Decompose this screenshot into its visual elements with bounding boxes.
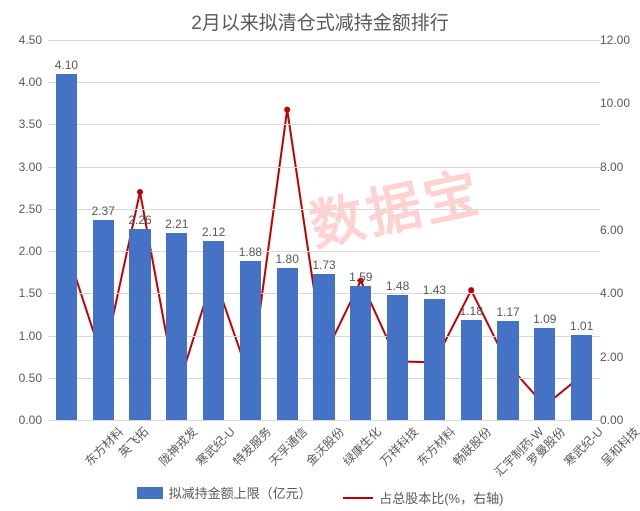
y-right-tick: 6.00: [600, 223, 636, 237]
bar: [240, 261, 261, 420]
bar-value-label: 2.37: [92, 204, 115, 218]
x-tick-label: 东方材料: [412, 423, 458, 469]
y-right-tick: 8.00: [600, 160, 636, 174]
y-left-tick: 1.00: [2, 329, 42, 343]
y-left-tick: 2.00: [2, 244, 42, 258]
chart-container: 2月以来拟清仓式减持金额排行 数据宝 4.102.372.262.212.121…: [0, 0, 640, 511]
grid-line: [48, 40, 600, 41]
bar-value-label: 1.18: [460, 304, 483, 318]
y-right-tick: 12.00: [600, 33, 636, 47]
bar-value-label: 1.48: [386, 279, 409, 293]
bar-value-label: 1.59: [349, 270, 372, 284]
grid-line: [48, 420, 600, 421]
bar: [461, 320, 482, 420]
y-left-tick: 0.50: [2, 371, 42, 385]
line-marker: [137, 189, 143, 195]
bar: [277, 268, 298, 420]
bar-value-label: 1.09: [533, 312, 556, 326]
chart-title: 2月以来拟清仓式减持金额排行: [0, 0, 640, 35]
y-left-tick: 4.00: [2, 75, 42, 89]
bar: [534, 328, 555, 420]
y-left-tick: 3.50: [2, 117, 42, 131]
bar: [350, 286, 371, 420]
legend-item-line: 占总股本比(%，右轴): [343, 488, 503, 507]
x-tick-label: 寒武纪-U: [560, 423, 606, 469]
bar: [497, 321, 518, 420]
x-tick-label: 绿康生化: [339, 423, 385, 469]
y-right-tick: 4.00: [600, 286, 636, 300]
y-left-tick: 3.00: [2, 160, 42, 174]
bar: [387, 295, 408, 420]
x-tick-label: 万祥科技: [376, 423, 422, 469]
line-marker: [284, 107, 290, 113]
grid-line: [48, 209, 600, 210]
line-marker: [468, 287, 474, 293]
y-left-tick: 0.00: [2, 413, 42, 427]
bar: [129, 229, 150, 420]
bar: [313, 274, 334, 420]
x-tick-label: 金沃股份: [302, 423, 348, 469]
bar: [203, 241, 224, 420]
bar-value-label: 2.21: [165, 217, 188, 231]
x-tick-label: 寒武纪-U: [192, 423, 238, 469]
bar-value-label: 4.10: [55, 58, 78, 72]
grid-line: [48, 124, 600, 125]
legend-line-label: 占总股本比(%，右轴): [379, 488, 503, 507]
bar-value-label: 1.17: [496, 305, 519, 319]
bar: [424, 299, 445, 420]
bar: [166, 233, 187, 420]
bar-value-label: 1.43: [423, 283, 446, 297]
y-left-tick: 4.50: [2, 33, 42, 47]
bar-value-label: 1.01: [570, 319, 593, 333]
legend-swatch-line: [343, 497, 373, 499]
bar-value-label: 1.80: [276, 252, 299, 266]
y-right-tick: 10.00: [600, 96, 636, 110]
bar: [93, 220, 114, 420]
x-tick-label: 特发服务: [228, 423, 274, 469]
legend-item-bar: 拟减持金额上限（亿元）: [137, 483, 312, 502]
plot-area: 数据宝 4.102.372.262.212.121.881.801.731.59…: [48, 40, 600, 420]
legend-swatch-bar: [137, 487, 163, 499]
bar-value-label: 1.73: [312, 258, 335, 272]
bar: [571, 335, 592, 420]
legend-bar-label: 拟减持金额上限（亿元）: [169, 483, 312, 502]
x-tick-label: 陇神戎发: [155, 423, 201, 469]
grid-line: [48, 82, 600, 83]
y-left-tick: 1.50: [2, 286, 42, 300]
y-right-tick: 2.00: [600, 350, 636, 364]
legend: 拟减持金额上限（亿元） 占总股本比(%，右轴): [0, 483, 640, 507]
grid-line: [48, 167, 600, 168]
bar-value-label: 2.12: [202, 225, 225, 239]
bar: [56, 74, 77, 420]
bar-value-label: 1.88: [239, 245, 262, 259]
x-tick-label: 畅联股份: [449, 423, 495, 469]
y-left-tick: 2.50: [2, 202, 42, 216]
x-tick-label: 天孚通信: [265, 423, 311, 469]
x-tick-label: 呈和科技: [596, 423, 640, 469]
bar-value-label: 2.26: [128, 213, 151, 227]
